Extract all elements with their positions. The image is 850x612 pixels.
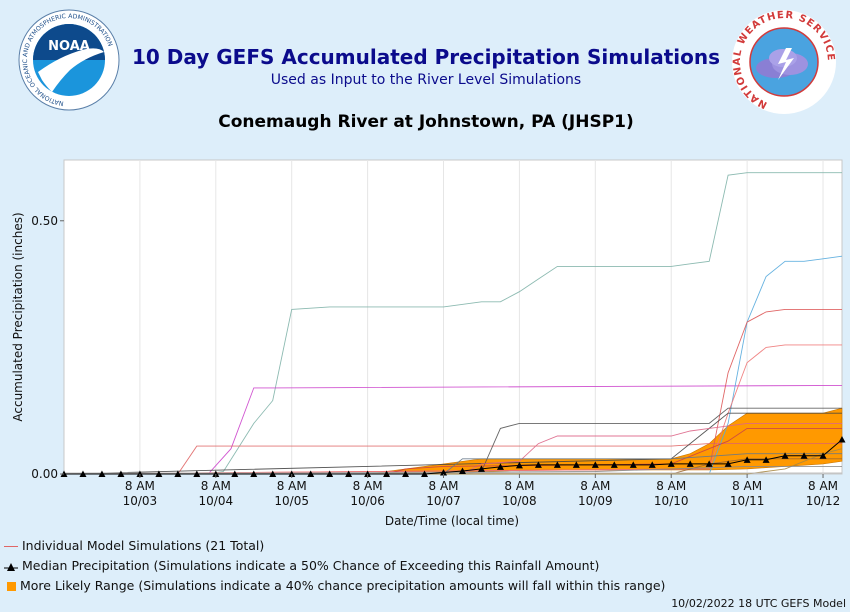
median-group — [60, 436, 846, 477]
x-tick-label-date: 10/12 — [806, 494, 841, 508]
x-tick-label-date: 10/03 — [123, 494, 158, 508]
median-marker — [174, 470, 182, 477]
member-line — [64, 443, 842, 475]
range-swatch-icon — [7, 582, 16, 591]
x-tick-label-date: 10/05 — [274, 494, 309, 508]
median-marker — [458, 467, 466, 474]
x-tick-label-time: 8 AM — [353, 479, 383, 493]
legend-members: Individual Model Simulations (21 Total) — [4, 538, 264, 553]
median-marker — [440, 468, 448, 476]
x-tick-label-time: 8 AM — [808, 479, 838, 493]
median-marker — [743, 456, 751, 463]
member-line — [64, 422, 842, 475]
legend-range-label: More Likely Range (Simulations indicate … — [20, 578, 666, 593]
x-tick-label-date: 10/07 — [426, 494, 461, 508]
x-tick-label-date: 10/10 — [654, 494, 689, 508]
location-title: Conemaugh River at Johnstown, PA (JHSP1) — [218, 112, 634, 132]
median-marker — [629, 461, 637, 468]
median-marker — [136, 470, 144, 477]
median-marker — [421, 470, 429, 477]
median-marker — [250, 470, 258, 477]
median-marker — [553, 461, 561, 468]
median-marker — [117, 470, 125, 477]
chart-subtitle: Used as Input to the River Level Simulat… — [270, 72, 582, 88]
x-tick-label-date: 10/04 — [199, 494, 234, 508]
median-marker — [591, 461, 599, 468]
median-marker — [345, 470, 353, 477]
member-line — [63, 465, 842, 475]
median-marker — [686, 460, 694, 467]
x-tick-label-time: 8 AM — [504, 479, 534, 493]
y-tick-label: 0.00 — [31, 467, 58, 481]
median-marker — [269, 470, 277, 477]
x-tick-label-time: 8 AM — [429, 479, 459, 493]
x-tick-label-time: 8 AM — [201, 479, 231, 493]
median-marker — [307, 470, 315, 477]
median-marker — [98, 470, 106, 477]
legend-median: Median Precipitation (Simulations indica… — [4, 558, 599, 573]
x-tick-label-time: 8 AM — [656, 479, 686, 493]
x-tick-label-time: 8 AM — [277, 479, 307, 493]
member-line — [63, 412, 842, 475]
legend-range: More Likely Range (Simulations indicate … — [4, 578, 665, 593]
median-marker — [155, 470, 163, 477]
x-tick-label-time: 8 AM — [580, 479, 610, 493]
x-tick-label-date: 10/11 — [730, 494, 765, 508]
x-axis-label: Date/Time (local time) — [385, 514, 519, 528]
noaa-center-text: NOAA — [48, 39, 90, 54]
noaa-logo: NATIONAL OCEANIC AND ATMOSPHERIC ADMINIS… — [18, 9, 120, 111]
median-line — [64, 439, 843, 475]
member-swatch-icon — [4, 546, 18, 547]
x-tick-label-date: 10/09 — [578, 494, 613, 508]
median-marker — [515, 461, 523, 469]
median-marker — [838, 436, 846, 443]
median-marker — [534, 461, 542, 468]
median-marker — [610, 461, 618, 468]
median-marker — [79, 470, 87, 477]
x-tick-label-time: 8 AM — [125, 479, 155, 493]
median-triangle-icon — [4, 562, 18, 571]
y-axis-label: Accumulated Precipitation (inches) — [11, 212, 25, 421]
median-marker — [724, 460, 732, 467]
median-marker — [326, 470, 334, 477]
median-marker — [800, 452, 808, 459]
member-line — [63, 344, 842, 475]
y-tick-label: 0.50 — [31, 214, 58, 228]
median-marker — [288, 470, 296, 477]
median-marker — [477, 465, 485, 472]
chart-title: 10 Day GEFS Accumulated Precipitation Si… — [131, 45, 721, 69]
median-marker — [496, 463, 504, 470]
median-marker — [212, 470, 220, 477]
median-marker — [667, 460, 675, 467]
median-marker — [781, 452, 789, 459]
median-marker — [231, 470, 239, 477]
median-marker — [572, 461, 580, 468]
member-line — [64, 172, 842, 475]
median-marker — [819, 452, 827, 459]
median-marker — [705, 460, 713, 467]
median-marker — [762, 456, 770, 463]
x-tick-label-date: 10/06 — [350, 494, 385, 508]
member-line — [64, 453, 842, 475]
x-tick-label-date: 10/08 — [502, 494, 537, 508]
model-run-footer: 10/02/2022 18 UTC GEFS Model — [671, 597, 846, 610]
plot-area — [63, 159, 843, 475]
member-line — [64, 255, 843, 475]
median-marker — [364, 470, 372, 477]
x-tick-label-time: 8 AM — [732, 479, 762, 493]
legend-median-label: Median Precipitation (Simulations indica… — [22, 558, 600, 573]
median-marker — [402, 470, 410, 477]
nws-logo: NATIONAL WEATHER SERVICE — [732, 10, 836, 114]
median-marker — [193, 470, 201, 477]
median-marker — [648, 461, 656, 468]
median-marker — [383, 470, 391, 477]
legend-members-label: Individual Model Simulations (21 Total) — [22, 538, 265, 553]
